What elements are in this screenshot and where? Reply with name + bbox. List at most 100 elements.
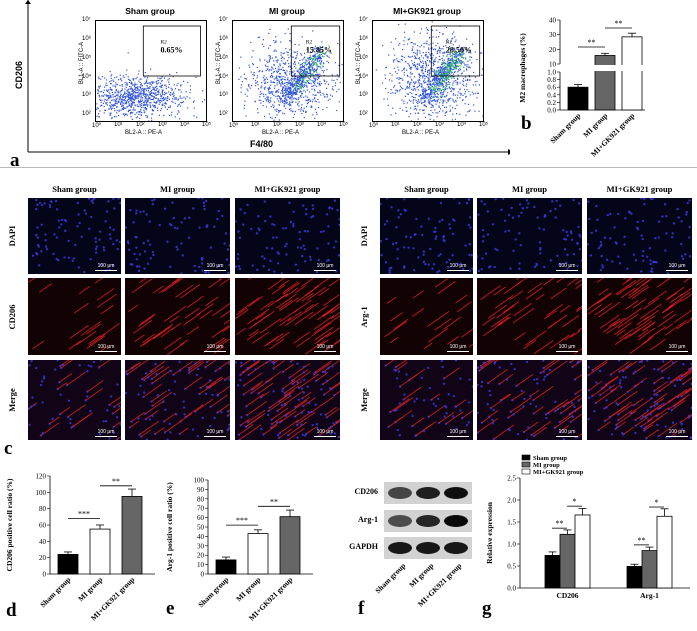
scale-bar: 100 μm xyxy=(556,344,578,352)
svg-d-xtick-0: Sham group xyxy=(38,575,72,609)
left-image-cd206-2: 100 μm xyxy=(235,278,340,355)
blot-label-2: GAPDH xyxy=(349,542,379,551)
svg-e-ylabel: Arg-1 positive cell ratio (%) xyxy=(165,482,174,572)
blot-band xyxy=(388,487,412,499)
flow-xtick: 10⁰ xyxy=(229,122,238,129)
right-row-label-0: DAPI xyxy=(359,216,369,256)
right-col-title-1: MI group xyxy=(477,184,582,194)
svg-d-bar-2 xyxy=(122,496,142,574)
left-image-cd206-0: 100 μm xyxy=(28,278,121,355)
b-bar-0 xyxy=(568,87,588,110)
g-bar-1-0 xyxy=(627,566,642,588)
flow-title-2: MI+GK921 group xyxy=(372,6,482,16)
left-image-cd206-1: 100 μm xyxy=(125,278,230,355)
e-sig-2-label: ** xyxy=(270,497,278,506)
svg-e-ytick: 80 xyxy=(197,495,205,503)
scale-label: 100 μm xyxy=(317,344,334,350)
b-ytick: 40 xyxy=(549,17,557,25)
g-bar-1-1 xyxy=(642,551,657,588)
blot-xtick-0: Sham group xyxy=(373,561,407,595)
flow-axis-x-label: BL2-A :: PE-A xyxy=(262,130,299,136)
panel-letter-b: b xyxy=(521,113,532,135)
e-sig-1-label: *** xyxy=(236,516,248,525)
g-sig-4-label: * xyxy=(655,498,659,507)
scale-label: 100 μm xyxy=(98,344,115,350)
scale-label: 100 μm xyxy=(450,344,467,350)
g-bar-0-2 xyxy=(575,515,590,588)
scale-label: 100 μm xyxy=(98,263,115,269)
blot-label-0: CD206 xyxy=(354,487,378,496)
panel-letter-c: c xyxy=(4,438,12,460)
divider xyxy=(0,167,697,168)
gate-percent-1: 15.85% xyxy=(306,46,332,55)
right-image-merge-1: 100 μm xyxy=(477,360,582,440)
scale-label: 100 μm xyxy=(559,344,576,350)
blot-label-1: Arg-1 xyxy=(358,515,378,524)
b-ytick: 1.0 xyxy=(547,69,556,77)
svg-d-bar-0 xyxy=(58,554,78,574)
blot-band xyxy=(388,515,412,527)
flow-xtick: 10² xyxy=(273,122,282,128)
b-ytick: 0.2 xyxy=(547,99,556,107)
g-ytick: 1.0 xyxy=(507,541,516,549)
svg-d-ytick: 40 xyxy=(39,538,47,546)
svg-e-xtick-1: MI group xyxy=(234,575,262,603)
svg-e-bar-1 xyxy=(248,534,268,574)
scale-label: 100 μm xyxy=(669,263,686,269)
left-image-dapi-2: 100 μm xyxy=(235,198,340,274)
scale-label: 100 μm xyxy=(98,429,115,435)
svg-d-xtick-1: MI group xyxy=(76,575,104,603)
panel-letter-a: a xyxy=(10,150,20,172)
svg-e-ytick: 60 xyxy=(197,514,205,522)
flow-xtick: 10³ xyxy=(158,122,167,128)
right-image-dapi-1: 100 μm xyxy=(477,198,582,274)
flow-ytick: 10⁷ xyxy=(359,17,368,23)
scale-label: 100 μm xyxy=(207,344,224,350)
flow-xtick: 10⁵ xyxy=(479,122,488,128)
scale-label: 100 μm xyxy=(317,429,334,435)
gate-percent-0: 0.65% xyxy=(160,46,182,55)
scale-label: 100 μm xyxy=(669,429,686,435)
left-row-label-0: DAPI xyxy=(7,216,17,256)
right-image-merge-0: 100 μm xyxy=(380,360,473,440)
flow-xtick: 10⁵ xyxy=(339,122,348,128)
b-ytick: 20 xyxy=(549,46,557,54)
panel-letter-d: d xyxy=(6,600,17,622)
left-image-merge-1: 100 μm xyxy=(125,360,230,440)
blot-band xyxy=(444,515,468,527)
g-bar-0-0 xyxy=(545,555,560,588)
flow-title-0: Sham group xyxy=(95,6,205,16)
right-image-dapi-0: 100 μm xyxy=(380,198,473,274)
panel-letter-g: g xyxy=(482,598,492,620)
svg-e-ytick: 20 xyxy=(197,552,205,560)
b-ytick: 0.4 xyxy=(547,91,556,99)
blot-band xyxy=(416,487,440,499)
flow-xtick: 10³ xyxy=(295,122,304,128)
scale-bar: 100 μm xyxy=(314,344,336,352)
g-legend-label-2: MI+GK921 group xyxy=(533,469,584,476)
flow-axis-y-label: BL1-A :: FITC-A xyxy=(79,28,85,98)
right-row-label-1: Arg-1 xyxy=(359,297,369,337)
svg-e-ytick: 30 xyxy=(197,542,205,550)
blot-band xyxy=(416,515,440,527)
blot-band xyxy=(444,542,468,554)
g-legend-swatch-1 xyxy=(522,462,530,467)
left-image-merge-0: 100 μm xyxy=(28,360,121,440)
flow-ytick: 10⁷ xyxy=(219,17,228,23)
left-image-dapi-0: 100 μm xyxy=(28,198,121,274)
right-image-merge-2: 100 μm xyxy=(587,360,692,440)
flow-axis-x-label: BL2-A :: PE-A xyxy=(125,130,162,136)
d-sig-1-label: *** xyxy=(78,509,90,518)
g-bar-1-2 xyxy=(657,516,672,588)
right-col-title-0: Sham group xyxy=(380,184,473,194)
flow-xtick: 10¹ xyxy=(251,122,260,128)
svg-d-ytick: 80 xyxy=(39,505,47,513)
d-sig-2-label: ** xyxy=(112,477,120,486)
g-bar-0-1 xyxy=(560,534,575,588)
g-sig-2-label: * xyxy=(573,497,577,506)
